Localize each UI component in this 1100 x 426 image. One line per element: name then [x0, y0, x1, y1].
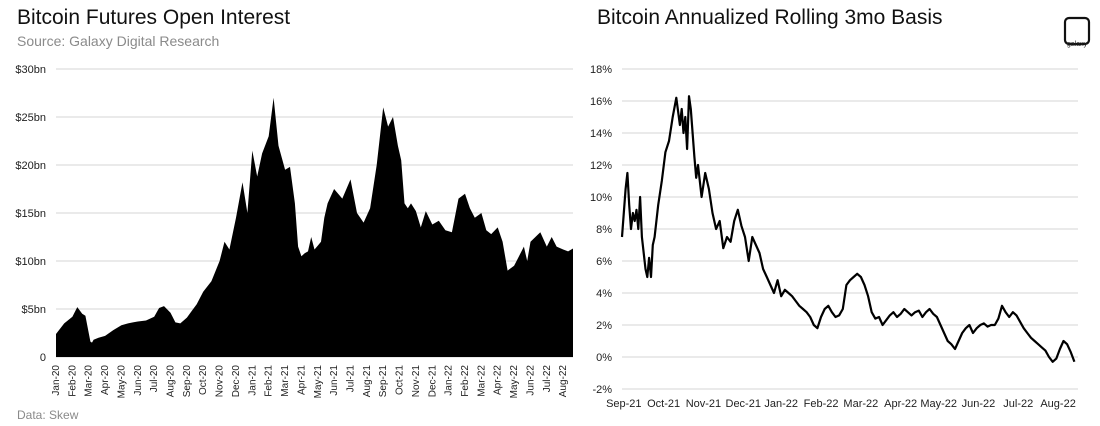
left-x-tick-label: Mar-21: [280, 365, 291, 397]
left-x-tick-label: Aug-20: [166, 365, 177, 398]
left-x-tick-label: Jan-22: [444, 365, 455, 396]
left-x-tick-label: Dec-20: [231, 365, 242, 398]
right-x-tick-label: Feb-22: [804, 398, 839, 410]
galaxy-logo-label: galaxy: [1066, 41, 1088, 48]
galaxy-logo-icon: [1063, 16, 1091, 46]
left-x-tick-label: Jun-20: [133, 365, 144, 396]
left-x-axis: Jan-20 Feb-20 Mar-20 Apr-20 May-20 Jun-20 Jul-…: [51, 365, 569, 399]
right-y-tick-label: 0%: [596, 352, 612, 364]
left-x-tick-label: May-21: [313, 365, 324, 399]
right-x-tick-label: Oct-21: [647, 398, 680, 410]
right-y-tick-label: 12%: [590, 160, 612, 172]
right-x-tick-label: Aug-22: [1040, 398, 1075, 410]
right-y-tick-label: -2%: [592, 384, 612, 396]
left-chart-title: Bitcoin Futures Open Interest: [17, 6, 291, 29]
left-x-tick-label: Feb-21: [264, 365, 275, 397]
left-x-tick-label: Jul-22: [542, 365, 553, 393]
right-x-tick-label: Sep-21: [606, 398, 641, 410]
left-y-tick-label: $20bn: [15, 160, 46, 172]
right-x-tick-label: Mar-22: [843, 398, 878, 410]
left-y-tick-label: $30bn: [15, 64, 46, 76]
left-x-tick-label: Apr-20: [100, 365, 111, 395]
left-y-tick-label: $5bn: [22, 304, 46, 316]
right-x-tick-label: Apr-22: [884, 398, 917, 410]
left-x-tick-label: Apr-22: [493, 365, 504, 395]
left-x-tick-label: Oct-20: [198, 365, 209, 395]
right-y-tick-label: 16%: [590, 96, 612, 108]
right-x-tick-label: May-22: [920, 398, 957, 410]
basis-chart: -2% 0% 2% 4% 6% 8% 10% 12% 14% 16% 18% Sep-21 Oct-2…: [590, 64, 1078, 410]
left-x-tick-label: Jul-21: [345, 365, 356, 393]
left-x-tick-label: Jun-22: [525, 365, 536, 396]
left-chart-subtitle: Source: Galaxy Digital Research: [17, 33, 220, 49]
right-y-tick-label: 8%: [596, 224, 612, 236]
left-x-tick-label: Mar-20: [84, 365, 95, 397]
right-chart-title: Bitcoin Annualized Rolling 3mo Basis: [597, 6, 943, 29]
right-y-tick-label: 6%: [596, 256, 612, 268]
left-x-tick-label: Jun-21: [329, 365, 340, 396]
left-y-tick-label: $25bn: [15, 112, 46, 124]
left-x-tick-label: Mar-22: [476, 365, 487, 397]
right-x-axis: Sep-21 Oct-21 Nov-21 Dec-21 Jan-22 Feb-22 Mar-…: [606, 398, 1076, 410]
left-x-tick-label: Jan-20: [51, 365, 62, 396]
open-interest-area: [56, 97, 573, 358]
right-y-tick-label: 4%: [596, 288, 612, 300]
left-x-tick-label: Sep-21: [378, 365, 389, 398]
left-x-tick-label: Aug-21: [362, 365, 373, 398]
right-x-tick-label: Jun-22: [962, 398, 996, 410]
right-y-tick-label: 2%: [596, 320, 612, 332]
left-y-tick-label: 0: [40, 352, 46, 364]
right-y-axis: -2% 0% 2% 4% 6% 8% 10% 12% 14% 16% 18%: [590, 64, 612, 396]
left-x-tick-label: Aug-22: [558, 365, 569, 398]
right-y-tick-label: 10%: [590, 192, 612, 204]
basis-line: [620, 95, 1076, 363]
right-x-tick-label: Dec-21: [726, 398, 761, 410]
left-x-tick-label: Nov-20: [215, 365, 226, 398]
left-x-tick-label: May-20: [116, 365, 127, 399]
left-x-tick-label: Dec-21: [427, 365, 438, 398]
left-y-axis: 0 $5bn $10bn $15bn $20bn $25bn $30bn: [15, 64, 46, 364]
left-y-tick-label: $15bn: [15, 208, 46, 220]
right-x-tick-label: Nov-21: [686, 398, 721, 410]
left-x-tick-label: Jul-20: [149, 365, 160, 393]
left-x-tick-label: May-22: [509, 365, 520, 399]
right-gridlines: [622, 68, 1078, 390]
left-x-tick-label: Feb-20: [67, 365, 78, 397]
left-x-tick-label: Apr-21: [296, 365, 307, 395]
left-x-tick-label: Nov-21: [411, 365, 422, 398]
right-y-tick-label: 18%: [590, 64, 612, 76]
left-y-tick-label: $10bn: [15, 256, 46, 268]
left-x-tick-label: Sep-20: [182, 365, 193, 398]
open-interest-chart: 0 $5bn $10bn $15bn $20bn $25bn $30bn Jan-20 Feb…: [15, 64, 573, 399]
right-y-tick-label: 14%: [590, 128, 612, 140]
left-x-tick-label: Jan-21: [247, 365, 258, 396]
data-source-footer: Data: Skew: [17, 408, 79, 422]
left-x-tick-label: Feb-22: [460, 365, 471, 397]
left-x-tick-label: Oct-21: [395, 365, 406, 395]
right-x-tick-label: Jul-22: [1003, 398, 1033, 410]
right-x-tick-label: Jan-22: [764, 398, 798, 410]
